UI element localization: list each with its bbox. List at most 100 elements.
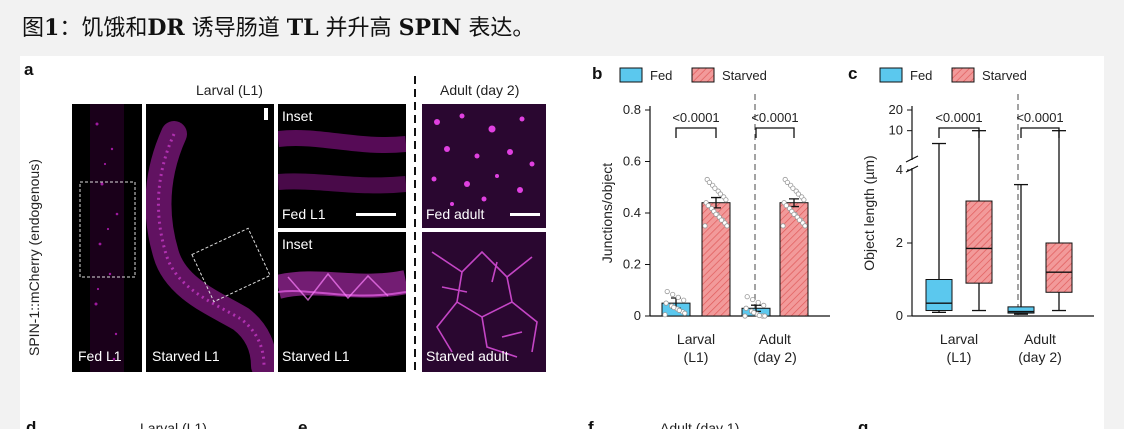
x-category-label: (L1) [684,349,709,365]
data-point [682,310,688,316]
panel-label-g: g [858,418,869,429]
micrograph-label: Starved L1 [282,348,350,364]
legend-starved-label: Starved [982,68,1027,83]
scale-bar [356,213,396,216]
y-tick-label: 0 [896,308,903,323]
data-point [723,197,729,203]
micrograph-inset-starved-l1: Inset Starved L1 [278,232,406,372]
panel-label-b: b [592,64,603,83]
bar [701,202,731,317]
x-category-label: Adult [759,331,791,347]
data-point [780,223,786,229]
data-point [724,223,730,229]
data-point [783,202,789,209]
significance-bracket [675,127,717,138]
box [1045,242,1073,293]
micrograph-starved-adult: Starved adult [422,232,546,372]
legend-fed-swatch [619,67,643,83]
data-point [662,312,668,318]
data-point [743,305,749,311]
y-tick-label: 0.8 [623,102,641,117]
data-point [712,185,718,191]
panel-d-title: Larval (L1) [140,420,207,429]
legend-fed-label: Fed [910,68,932,83]
data-point [717,191,723,197]
figure-panel: a SPIN-1::mCherry (endogenous) Larval (L… [20,56,1104,429]
micrograph-starved-l1: Starved L1 [146,104,274,372]
p-value-label: <0.0001 [672,110,719,125]
panel-label-a: a [24,60,34,79]
y-tick-label: 10 [889,123,903,138]
p-value-label: <0.0001 [935,110,982,125]
data-point [755,299,761,306]
x-category-label: (L1) [947,349,972,365]
data-point [751,310,757,316]
micrograph-inset-fed-l1: Inset Fed L1 [278,104,406,228]
micrograph-label: Inset [282,236,313,252]
data-point [795,191,801,197]
micrograph-label: Fed L1 [282,206,326,222]
fed-adult-signal [431,113,535,206]
panel-label-d: d [26,418,37,429]
data-point [761,302,767,308]
legend-starved-swatch [691,67,715,83]
divider [414,76,416,372]
data-point [718,217,725,223]
data-point [801,197,807,203]
micrograph-label: Starved L1 [152,348,220,364]
data-point [702,223,708,229]
panel-label-c: c [848,64,858,83]
y-tick-label: 0.6 [623,154,641,169]
data-point [713,211,719,217]
starved-l1-signal [146,108,274,372]
bar [779,202,809,317]
micrograph-label: Starved adult [426,348,509,364]
x-category-label: Larval [677,331,715,347]
y-tick-label: 2 [896,235,903,250]
significance-bracket [938,127,980,138]
significance-bracket [755,127,795,138]
x-category-label: (day 2) [753,349,797,365]
legend-fed-swatch [879,67,903,83]
data-point [744,294,750,300]
data-point [664,288,670,295]
data-point [742,313,748,319]
x-category-label: Adult [1024,331,1056,347]
micrograph-fed-adult: Fed adult [422,104,546,228]
data-point [670,291,676,298]
data-point [756,312,762,319]
chart-c: Fed Starved 0 2 4 10 20 Object length (µm) <0.00… [861,67,1094,365]
axis-break [905,155,919,173]
data-point [671,304,677,311]
panel-label-e: e [298,418,308,429]
data-point [796,217,803,223]
data-point [750,296,756,303]
x-category-label: Larval [940,331,978,347]
starved-adult-signal [431,250,538,358]
p-value-label: <0.0001 [1016,110,1063,125]
y-tick-label: 4 [896,162,903,177]
legend-starved-label: Starved [722,68,767,83]
y-tick-label: 0.2 [623,257,641,272]
data-point [681,297,687,303]
data-point [705,202,711,209]
x-category-label: (day 2) [1018,349,1062,365]
y-tick-label: 20 [889,102,903,117]
panel-f-title: Adult (day 1) [660,420,740,429]
micrograph-label: Fed L1 [78,348,122,364]
scale-bar [510,213,540,216]
adult-header: Adult (day 2) [440,82,520,98]
chart-b: Fed Starved 0 0.2 0.4 0.6 0.8 Junctions/object <… [599,67,830,365]
figure-caption: 图1：饥饿和DR 诱导肠道 TL 并升高 SPIN 表达。 [22,15,535,41]
data-point [802,223,808,229]
micrograph-label: Fed adult [426,206,485,222]
data-point [676,307,682,313]
data-point [762,313,768,319]
data-point [663,300,669,306]
larval-header: Larval (L1) [196,82,263,98]
significance-bracket [1020,127,1060,138]
micrograph-fed-l1: Fed L1 [72,104,142,372]
y-axis-label: Junctions/object [599,163,615,264]
y-axis-label: Object length (µm) [861,155,877,270]
box [965,200,993,284]
